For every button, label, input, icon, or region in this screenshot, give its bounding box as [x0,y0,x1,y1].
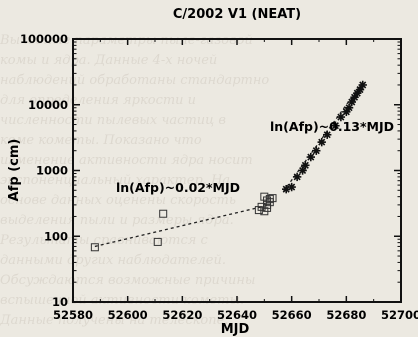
star-marker [323,130,332,139]
square-marker [260,192,269,201]
fit-label-slow: ln(Afp)~0.02*MJD [116,180,240,195]
star-marker [336,112,346,122]
axis-ticks [72,38,402,303]
star-marker [331,121,340,130]
square-marker [265,194,274,203]
x-tick-label: 52620 [162,308,202,322]
square-marker [254,206,263,215]
chart-title: C/2002 V1 (NEAT) [173,7,301,22]
star-marker [358,80,367,90]
square-marker [268,194,277,203]
x-tick-label: 52600 [108,308,148,322]
star-marker [312,146,321,155]
x-tick-label: 52580 [53,308,93,322]
fit-lines [94,81,364,248]
star-marker [306,152,315,162]
data-points [90,80,367,252]
star-marker [301,161,310,170]
fit-line-2 [282,81,364,192]
star-marker [287,182,296,192]
y-tick-label: 10000 [28,98,68,112]
fit-label-fast: ln(Afp)~0.13*MJD [270,119,394,134]
star-marker [344,103,354,112]
star-marker [292,172,302,182]
y-tick-label: 100 [44,229,68,243]
y-tick-label: 10 [52,295,68,309]
square-marker [159,209,168,218]
x-tick-label: 52680 [326,308,366,322]
fit-line-1 [94,204,270,248]
x-axis-label: MJD [221,322,250,337]
y-tick-label: 1000 [36,164,68,178]
x-tick-labels: 52580 52600 52620 52640 52660 52680 52700 [53,308,418,322]
y-tick-label: 100000 [20,32,68,46]
x-tick-label: 52640 [217,308,257,322]
y-axis-label: Afp (cm) [7,139,22,202]
x-tick-label: 52660 [272,308,312,322]
x-tick-label: 52700 [381,308,418,322]
y-tick-labels: 10 100 1000 10000 100000 [20,32,68,309]
square-marker [90,243,99,252]
plot-frame [72,38,402,303]
star-marker [317,137,326,147]
square-marker [153,237,162,246]
square-marker [263,203,272,212]
